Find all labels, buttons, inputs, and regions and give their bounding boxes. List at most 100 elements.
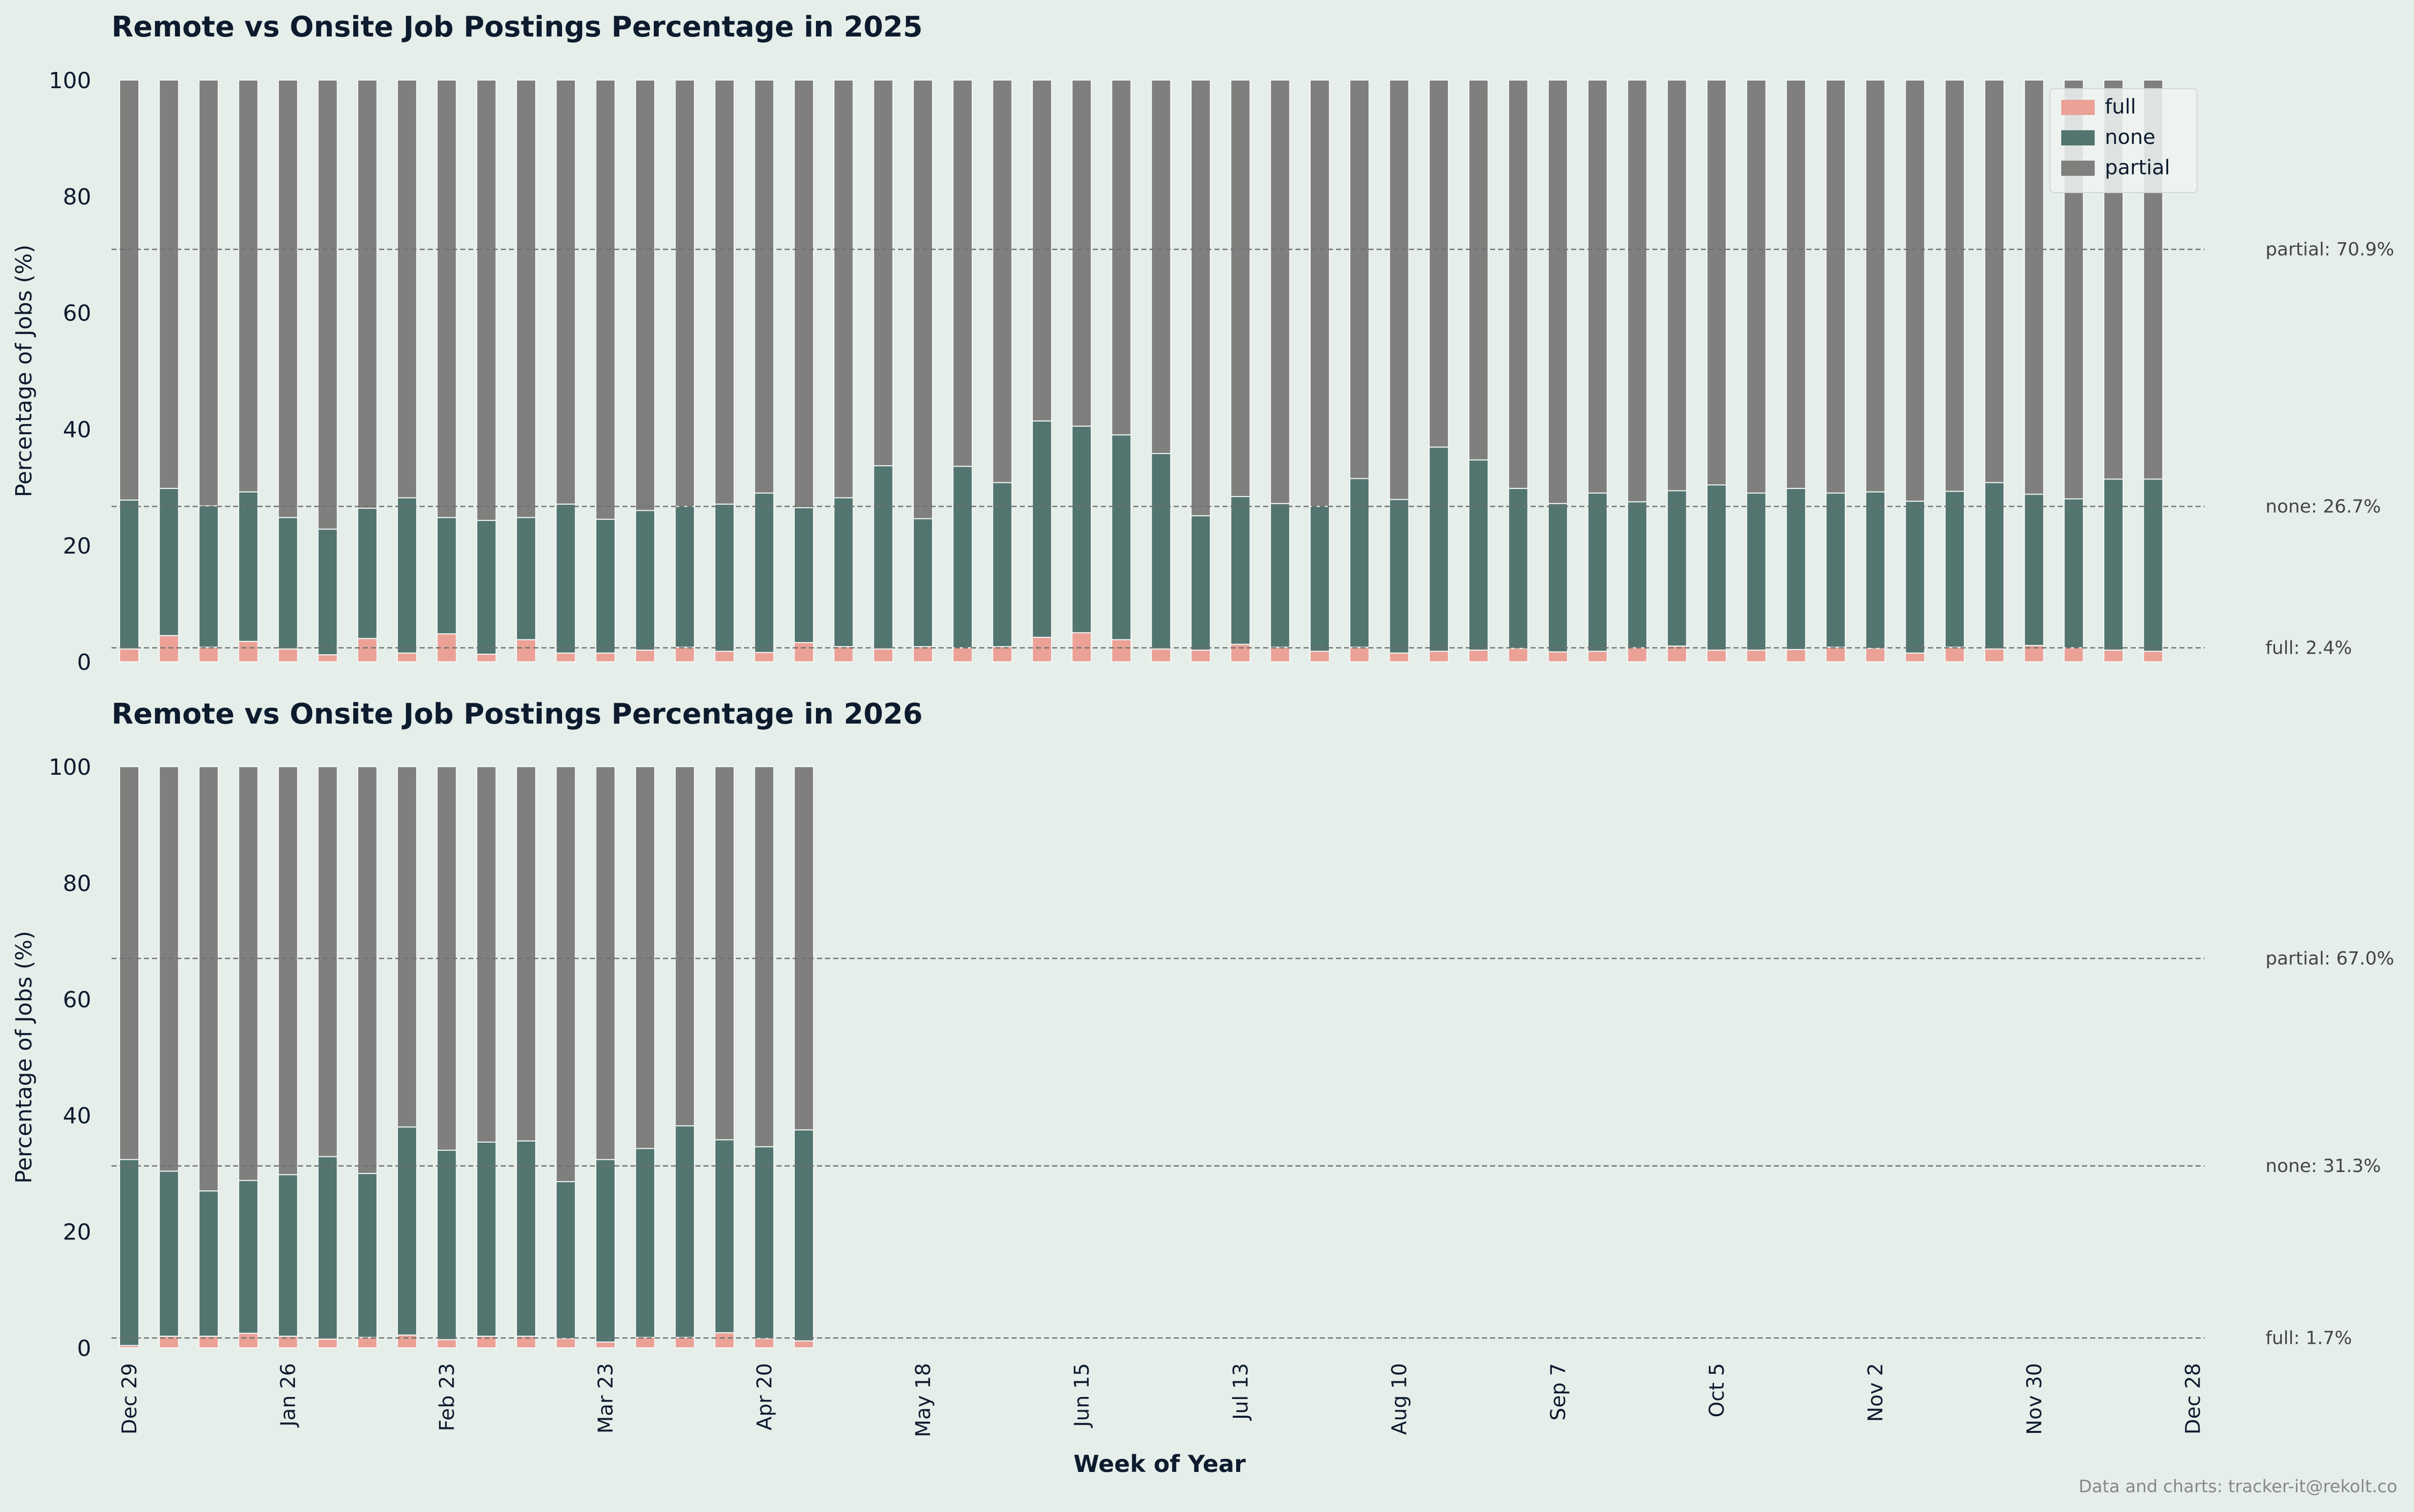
bar-full (1270, 647, 1290, 663)
bar-none (357, 1173, 378, 1338)
bar-partial (278, 766, 299, 1176)
legend-swatch-partial (2061, 161, 2095, 176)
bar-none (1389, 499, 1409, 654)
bar-partial (913, 80, 933, 519)
chart-title: Remote vs Onsite Job Postings Percentage… (112, 11, 922, 44)
bar-full (794, 642, 814, 662)
bar-none (1746, 493, 1767, 651)
bar-none (119, 499, 139, 650)
bar-none (1111, 434, 1132, 640)
x-axis: Dec 29 Jan 26 Feb 23 Mar 23 Apr 20 May 18 Jun … (118, 1363, 2205, 1437)
bar-partial (1468, 80, 1489, 461)
bar-full (992, 646, 1013, 662)
bar-full (159, 635, 179, 662)
bar-partial (1666, 80, 1687, 492)
bar-none (278, 1174, 299, 1337)
x-tick-label: Jul 13 (1229, 1363, 1252, 1421)
bar-none (397, 1126, 418, 1336)
bar-none (436, 517, 457, 634)
bar-partial (238, 766, 258, 1181)
x-tick-label: Dec 29 (118, 1363, 141, 1434)
bar-none (317, 1156, 338, 1340)
bar-partial (198, 766, 219, 1192)
bar-none (476, 1141, 497, 1337)
bar-full (873, 648, 894, 663)
bar-none (754, 1146, 774, 1339)
bar-full (516, 639, 536, 662)
y-axis-label: Percentage of Jobs (%) (11, 245, 37, 498)
bar-full (1071, 632, 1092, 662)
bar-partial (635, 766, 655, 1149)
bar-none (714, 503, 735, 652)
bar-none (1786, 487, 1806, 650)
bar-full (714, 651, 735, 663)
x-tick-label: Oct 5 (1705, 1363, 1729, 1417)
y-tick-label: 20 (63, 533, 91, 559)
bar-partial (119, 766, 139, 1160)
bar-full (675, 1337, 695, 1349)
bar-partial (1310, 80, 1330, 507)
bar-partial (1746, 80, 1767, 494)
y-tick-label: 0 (77, 1336, 91, 1362)
bar-full (278, 648, 299, 663)
bar-partial (159, 766, 179, 1172)
bar-full (1865, 648, 1886, 662)
bar-partial (1587, 80, 1608, 494)
chart-title: Remote vs Onsite Job Postings Percentage… (112, 698, 922, 731)
bar-partial (794, 80, 814, 508)
bar-partial (238, 80, 258, 493)
bar-full (913, 646, 933, 662)
bar-full (397, 1334, 418, 1349)
bar-none (2143, 478, 2164, 652)
bar-none (198, 505, 219, 648)
bar-partial (833, 80, 854, 499)
bar-partial (1191, 80, 1211, 516)
bar-none (1508, 487, 1529, 649)
bar-partial (1270, 80, 1290, 504)
bar-none (675, 506, 695, 648)
bar-none (2063, 498, 2084, 649)
reference-line-label: none: 31.3% (2266, 1156, 2381, 1177)
bar-none (1587, 493, 1608, 652)
bar-full (1746, 650, 1767, 663)
bar-none (397, 497, 418, 654)
bar-partial (595, 80, 616, 520)
bar-partial (1865, 80, 1886, 493)
bar-none (1468, 459, 1489, 651)
bar-none (1666, 490, 1687, 647)
bar-none (794, 507, 814, 644)
bar-full (2063, 647, 2084, 662)
bar-partial (873, 80, 894, 467)
bar-full (476, 654, 497, 663)
reference-line-label: partial: 70.9% (2266, 239, 2394, 260)
bar-full (1706, 650, 1727, 663)
bar-partial (397, 80, 418, 499)
bar-full (1944, 647, 1965, 663)
bar-full (317, 1338, 338, 1348)
bar-none (357, 507, 378, 639)
bar-full (595, 1341, 616, 1349)
bar-partial (317, 80, 338, 530)
legend-label-none: none (2105, 126, 2156, 149)
bar-partial (714, 80, 735, 505)
bar-none (833, 497, 854, 648)
chart-panels: Remote vs Onsite Job Postings Percentage… (11, 11, 2394, 1362)
bar-full (397, 652, 418, 663)
reference-line-label: partial: 67.0% (2266, 949, 2394, 969)
bar-full (952, 647, 973, 662)
bar-full (1111, 639, 1132, 662)
x-tick-label: Mar 23 (595, 1363, 618, 1433)
bar-none (1428, 446, 1449, 652)
bar-partial (1389, 80, 1409, 500)
x-tick-label: Jan 26 (277, 1363, 300, 1428)
bar-full (238, 640, 258, 662)
bar-none (317, 528, 338, 656)
bar-none (1905, 501, 1925, 654)
bar-none (1310, 506, 1330, 652)
bar-full (1905, 652, 1925, 663)
bar-partial (952, 80, 973, 467)
bar-none (436, 1150, 457, 1340)
bar-full (635, 1337, 655, 1349)
bar-full (1786, 649, 1806, 662)
